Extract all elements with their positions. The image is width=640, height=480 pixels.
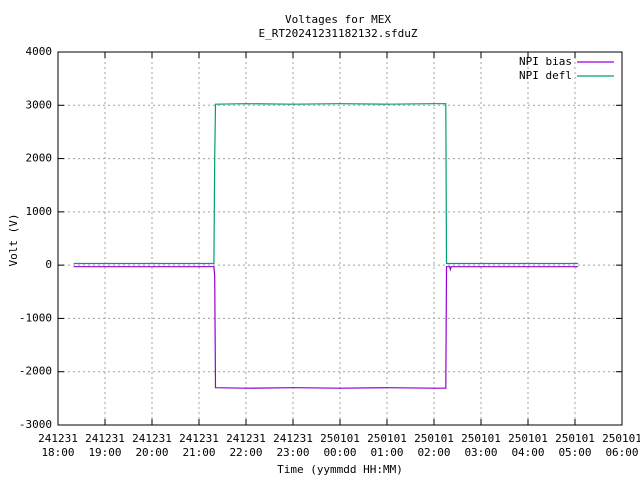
chart-subtitle: E_RT20241231182132.sfduZ (259, 27, 418, 40)
x-tick-date: 241231 (273, 432, 313, 445)
x-tick-date: 250101 (508, 432, 548, 445)
x-tick-time: 19:00 (88, 446, 121, 459)
x-tick-date: 241231 (179, 432, 219, 445)
x-tick-time: 06:00 (605, 446, 638, 459)
plot-frame (57, 51, 623, 426)
x-tick-time: 01:00 (370, 446, 403, 459)
series-line (73, 103, 579, 265)
series-line (73, 266, 579, 389)
x-tick-time: 18:00 (41, 446, 74, 459)
x-tick-time: 05:00 (558, 446, 591, 459)
x-tick-date: 250101 (602, 432, 640, 445)
x-axis-label: Time (yymmdd HH:MM) (277, 463, 403, 476)
x-tick-date: 250101 (414, 432, 454, 445)
x-tick-time: 22:00 (229, 446, 262, 459)
x-tick-date: 241231 (85, 432, 125, 445)
x-tick-time: 03:00 (464, 446, 497, 459)
x-tick-time: 02:00 (417, 446, 450, 459)
chart-title: Voltages for MEX (285, 13, 391, 26)
x-tick-time: 20:00 (135, 446, 168, 459)
x-tick-date: 241231 (226, 432, 266, 445)
y-tick-label: 2000 (26, 152, 53, 165)
y-axis-label: Volt (V) (7, 214, 20, 267)
y-tick-label: 0 (45, 258, 52, 271)
x-tick-time: 00:00 (323, 446, 356, 459)
x-tick-date: 241231 (132, 432, 172, 445)
y-tick-label: -3000 (19, 418, 52, 431)
x-tick-time: 23:00 (276, 446, 309, 459)
legend-label: NPI defl (519, 69, 572, 82)
y-tick-label: 4000 (26, 45, 53, 58)
x-tick-date: 250101 (555, 432, 595, 445)
x-tick-time: 21:00 (182, 446, 215, 459)
x-tick-date: 250101 (367, 432, 407, 445)
x-tick-date: 250101 (461, 432, 501, 445)
y-tick-label: -1000 (19, 311, 52, 324)
legend-label: NPI bias (519, 55, 572, 68)
x-tick-date: 241231 (38, 432, 78, 445)
x-tick-date: 250101 (320, 432, 360, 445)
y-tick-label: 1000 (26, 205, 53, 218)
y-tick-label: 3000 (26, 98, 53, 111)
x-tick-time: 04:00 (511, 446, 544, 459)
y-tick-label: -2000 (19, 365, 52, 378)
